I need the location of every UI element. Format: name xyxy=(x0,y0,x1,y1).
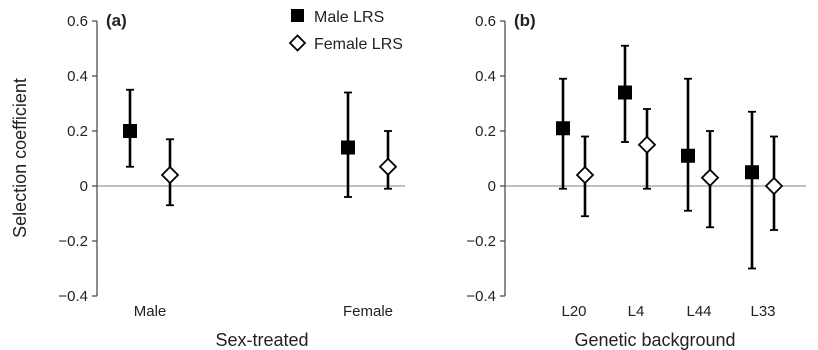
data-point-male-lrs xyxy=(618,85,632,100)
x-tick-label: Male xyxy=(134,303,167,320)
panel-label: (b) xyxy=(514,11,536,30)
y-tick-label: 0.6 xyxy=(475,13,496,30)
panel-a: 0.6 0.4 0.2 0 −0.2 −0.4 Male Female Sex-treated S… xyxy=(10,11,405,350)
data-point-female-lrs xyxy=(700,168,720,188)
data-point-male-lrs xyxy=(123,124,137,138)
panel-label: (a) xyxy=(106,11,127,30)
legend-marker-female-lrs xyxy=(288,34,307,52)
y-tick-label: 0.2 xyxy=(475,123,496,140)
legend-label-female-lrs: Female LRS xyxy=(314,36,403,53)
y-tick-label: −0.4 xyxy=(58,288,88,305)
data-point-male-lrs xyxy=(341,140,355,155)
y-tick-label: −0.2 xyxy=(58,233,88,250)
y-tick-label: 0 xyxy=(80,178,88,195)
data-point-female-lrs xyxy=(637,135,657,155)
legend: Male LRS Female LRS xyxy=(288,9,403,53)
x-axis-title: Sex-treated xyxy=(215,330,308,350)
x-tick-label: L20 xyxy=(561,303,586,320)
x-tick-label: L4 xyxy=(628,303,645,320)
y-tick-label: 0.2 xyxy=(67,123,88,140)
y-axis-title: Selection coefficient xyxy=(10,78,30,238)
data-point-female-lrs xyxy=(575,165,595,185)
y-tick-label: 0.4 xyxy=(475,68,496,85)
data-point-female-lrs xyxy=(160,165,180,185)
y-tick-label: 0.4 xyxy=(67,68,88,85)
legend-marker-male-lrs xyxy=(291,9,304,22)
legend-label-male-lrs: Male LRS xyxy=(314,9,384,26)
y-tick-label: −0.4 xyxy=(466,288,496,305)
data-point-female-lrs xyxy=(378,157,398,177)
x-tick-label: L33 xyxy=(750,303,775,320)
x-axis-title: Genetic background xyxy=(574,330,735,350)
data-point-female-lrs xyxy=(764,176,784,196)
data-point-male-lrs xyxy=(556,121,570,136)
y-tick-label: −0.2 xyxy=(466,233,496,250)
y-tick-label: 0 xyxy=(488,178,496,195)
y-tick-label: 0.6 xyxy=(67,13,88,30)
data-point-male-lrs xyxy=(745,165,759,180)
data-point-male-lrs xyxy=(681,148,695,163)
panel-b: 0.6 0.4 0.2 0 −0.2 −0.4 L20 L4 L44 L33 Genetic bac… xyxy=(466,11,806,350)
x-tick-label: Female xyxy=(343,303,393,320)
x-tick-label: L44 xyxy=(686,303,711,320)
